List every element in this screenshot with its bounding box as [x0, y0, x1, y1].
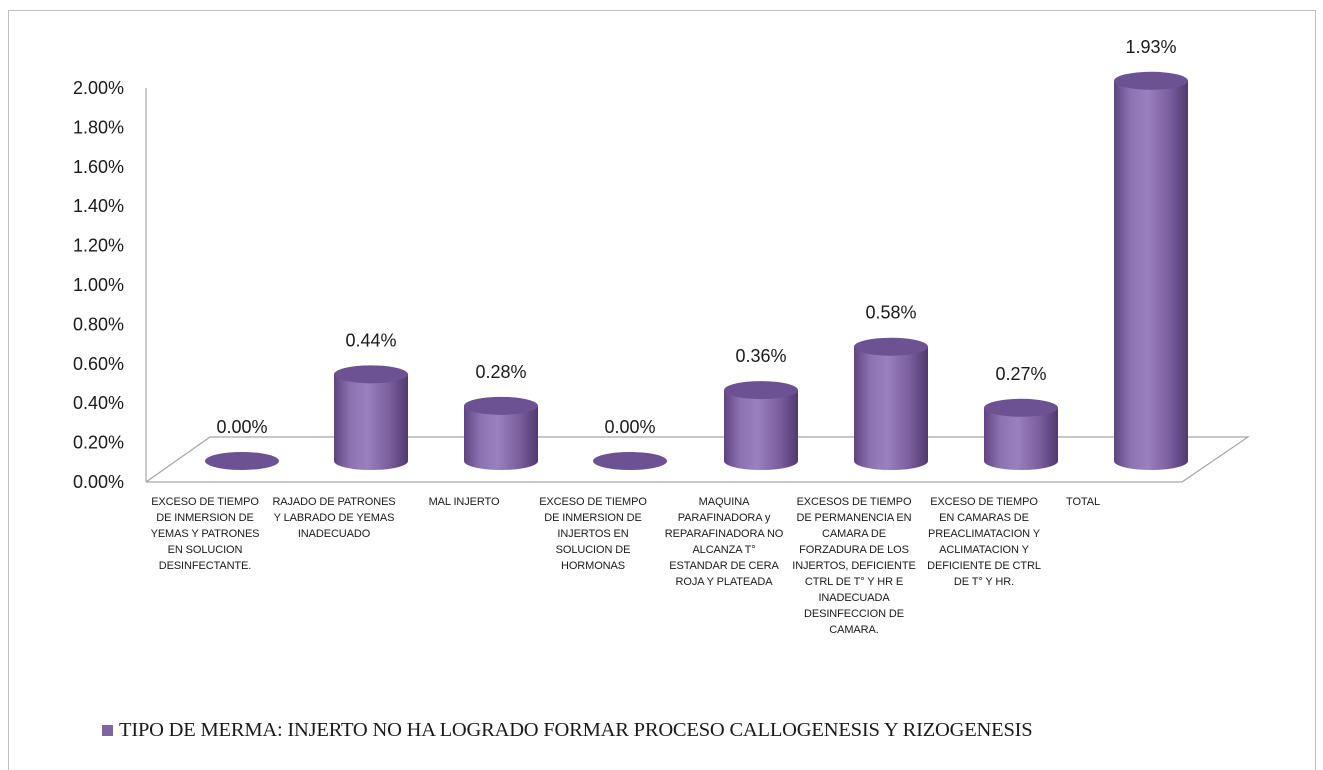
axes	[145, 88, 1250, 483]
bar	[854, 337, 928, 470]
bars	[205, 71, 1188, 470]
y-tick-label: 0.60%	[73, 354, 124, 374]
x-category-label: MAQUINA PARAFINADORA y REPARAFINADORA NO…	[664, 496, 784, 588]
bar-body	[984, 407, 1058, 470]
legend-label: TIPO DE MERMA: INJERTO NO HA LOGRADO FOR…	[119, 719, 1033, 741]
bar-body	[724, 390, 798, 470]
y-tick-label: 1.60%	[73, 157, 124, 177]
y-tick-label: 0.80%	[73, 314, 124, 334]
data-label: 0.58%	[865, 303, 916, 323]
bar-body	[854, 346, 928, 470]
legend: TIPO DE MERMA: INJERTO NO HA LOGRADO FOR…	[102, 719, 1033, 742]
bar	[593, 452, 667, 470]
x-category-label: RAJADO DE PATRONES Y LABRADO DE YEMAS IN…	[272, 496, 396, 540]
data-label: 0.00%	[604, 417, 655, 437]
x-category-label: EXCESOS DE TIEMPO DE PERMANENCIA EN CAMA…	[792, 496, 916, 636]
bar-top	[464, 396, 538, 415]
y-tick-label: 2.00%	[73, 78, 124, 98]
y-axis-ticks: 0.00% 0.20% 0.40% 0.60% 0.80% 1.00% 1.20% 1.40%…	[73, 78, 124, 492]
x-category-label: TOTAL	[1066, 496, 1100, 508]
y-tick-label: 0.40%	[73, 393, 124, 413]
x-category-label: MAL INJERTO	[428, 496, 500, 508]
data-label: 1.93%	[1125, 37, 1176, 57]
data-label: 0.36%	[735, 346, 786, 366]
data-label: 0.28%	[475, 362, 526, 382]
data-label: 0.27%	[995, 364, 1046, 384]
bar-body	[464, 405, 538, 470]
bar-top	[1114, 71, 1188, 90]
x-category-label: EXCESO DE TIEMPO DE INMERSION DE INJERTO…	[539, 496, 647, 572]
data-label: 0.00%	[216, 417, 267, 437]
y-tick-label: 1.00%	[73, 275, 124, 295]
chart-frame	[8, 10, 1316, 770]
bar	[984, 398, 1058, 470]
y-tick-label: 0.20%	[73, 433, 124, 453]
x-category-label: EXCESO DE TIEMPO DE INMERSION DE YEMAS Y…	[150, 496, 260, 572]
y-tick-label: 0.00%	[73, 472, 124, 492]
bar-top	[724, 381, 798, 400]
bar	[334, 365, 408, 470]
x-category-label: EXCESO DE TIEMPO EN CAMARAS DE PREACLIMA…	[927, 496, 1041, 588]
legend-swatch	[102, 725, 113, 736]
bar-top	[854, 337, 928, 356]
data-labels: 0.00% 0.44% 0.28% 0.00% 0.36% 0.58% 0.27% 1.93%	[216, 37, 1176, 437]
floor-outline	[145, 436, 1250, 483]
bar-top	[205, 452, 279, 470]
y-tick-label: 1.80%	[73, 117, 124, 137]
bar	[464, 396, 538, 470]
bar-top	[593, 452, 667, 470]
bar	[205, 452, 279, 470]
bar	[1114, 71, 1188, 470]
y-tick-label: 1.40%	[73, 196, 124, 216]
y-tick-label: 1.20%	[73, 236, 124, 256]
bar-top	[334, 365, 408, 384]
bar	[724, 381, 798, 470]
bar-top	[984, 398, 1058, 417]
bar-body	[1114, 80, 1188, 470]
data-label: 0.44%	[345, 330, 396, 350]
bar-body	[334, 374, 408, 470]
